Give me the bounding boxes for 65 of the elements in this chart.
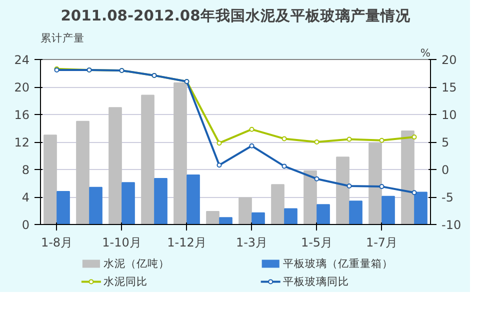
y-tick-label: 8 [22, 163, 30, 177]
bar [316, 204, 330, 224]
bar [271, 184, 284, 224]
legend-label: 平板玻璃（亿重量箱） [283, 257, 394, 270]
bar [174, 82, 187, 224]
bar [349, 200, 362, 224]
bar [219, 217, 232, 224]
point [216, 140, 222, 146]
bar [336, 156, 350, 224]
legend-label: 水泥同比 [104, 275, 148, 288]
point [412, 190, 417, 196]
point [314, 140, 320, 144]
y-tick-label: 4 [22, 190, 30, 204]
point [314, 176, 320, 182]
point [346, 184, 352, 188]
bar [186, 174, 200, 224]
y-tick-label: 16 [14, 108, 30, 122]
x-tick-label: 1-10月 [102, 236, 142, 250]
bar [252, 212, 265, 224]
point [379, 184, 384, 190]
bar [122, 182, 135, 224]
bar [238, 197, 252, 224]
y-tick-label: 12 [14, 136, 30, 150]
bar [56, 191, 70, 224]
y2-tick-label: 10 [442, 108, 457, 122]
bar [141, 94, 154, 224]
bar [206, 210, 220, 224]
x-tick-label: 1-8月 [40, 236, 73, 250]
y-tick-label: 0 [22, 218, 30, 232]
y-tick-label: 20 [14, 80, 30, 94]
x-tick-label: 1-5月 [300, 236, 333, 250]
bar [154, 178, 168, 224]
bar [89, 186, 102, 224]
y2-tick-label: -10 [442, 218, 462, 232]
y2-axis-title: % [420, 46, 431, 60]
x-tick-label: 1-3月 [236, 236, 268, 250]
bar [108, 107, 122, 224]
x-tick-label: 1-12月 [167, 236, 206, 250]
bar [304, 170, 317, 224]
bar [44, 134, 57, 224]
legend-label: 水泥（亿吨） [104, 257, 170, 270]
bar [414, 192, 428, 224]
point [282, 136, 287, 142]
bar [382, 196, 395, 224]
bar [76, 120, 90, 224]
chart-title: 2011.08-2012.08年我国水泥及平板玻璃产量情况 [60, 6, 412, 24]
y2-tick-label: 20 [442, 53, 457, 67]
point [249, 143, 254, 148]
y-tick-label: 24 [14, 53, 30, 67]
point [282, 164, 287, 169]
bar [284, 208, 298, 224]
point [216, 162, 222, 168]
point [249, 126, 254, 132]
point [379, 138, 384, 143]
bar [368, 142, 382, 224]
point [412, 134, 417, 140]
y-axis-title: 累计产量 [40, 32, 84, 44]
y2-tick-label: 0 [442, 163, 450, 177]
bar [401, 130, 414, 224]
point [346, 136, 352, 142]
y2-tick-label: 5 [442, 136, 450, 150]
legend-label: 平板玻璃同比 [283, 275, 350, 288]
y2-tick-label: 15 [442, 80, 457, 94]
x-tick-label: 1-7月 [366, 236, 398, 250]
y2-tick-label: -5 [442, 190, 454, 204]
